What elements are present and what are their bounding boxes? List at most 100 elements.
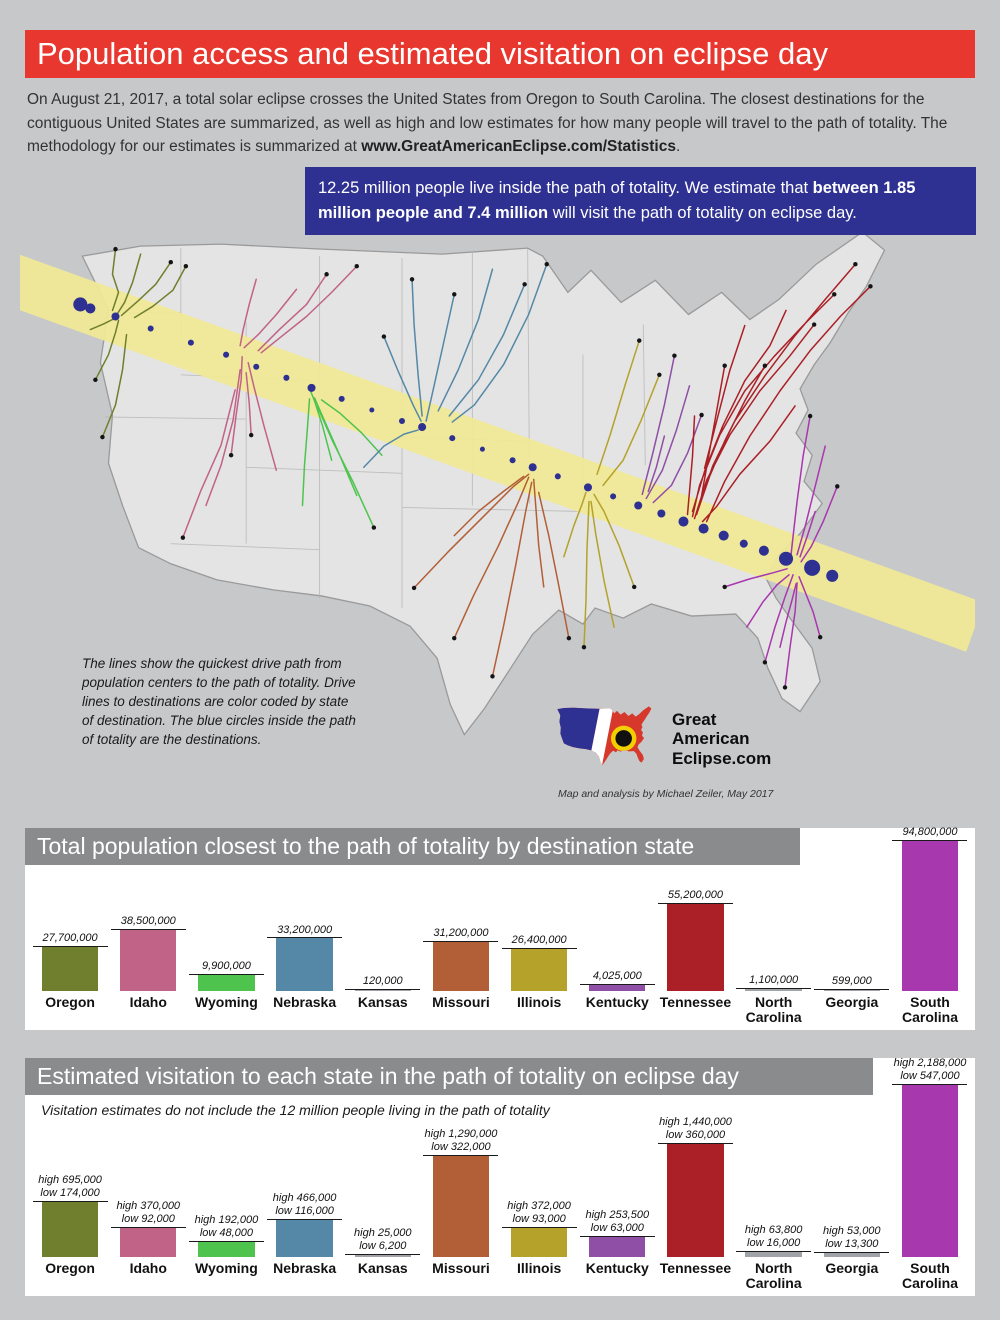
bar-value-label: high 466,000 low 116,000: [272, 1192, 337, 1218]
bar-state-label: Idaho: [129, 1260, 167, 1276]
bar-state-label: Tennessee: [659, 1260, 732, 1276]
bar-column: high 466,000 low 116,000 Nebraska: [266, 1192, 344, 1292]
bar: [432, 1155, 490, 1257]
bar: [354, 990, 411, 991]
bar-column: high 370,000 low 92,000 Idaho: [109, 1200, 187, 1292]
map-credit: Map and analysis by Michael Zeiler, May …: [558, 788, 774, 800]
bar-state-label: South Carolina: [901, 1260, 958, 1291]
map-section: The lines show the quickest drive path f…: [0, 203, 984, 818]
drive-lines-nebraska: [363, 263, 548, 469]
intro-period: .: [675, 138, 681, 156]
bar-state-label: North Carolina: [745, 1260, 802, 1291]
bar: [589, 984, 646, 991]
bar: [510, 949, 568, 991]
bar-top-rule: [345, 989, 421, 991]
bar-top-rule: [345, 1254, 421, 1256]
bar-column: high 1,290,000 low 322,000 Missouri: [422, 1128, 500, 1292]
us-drive-map: [0, 231, 984, 736]
drive-lines-tennessee: [686, 263, 872, 523]
bar-value-label: high 53,000 low 13,300: [823, 1224, 881, 1250]
bar: [667, 903, 724, 991]
bar-column: high 253,500 low 63,000 Kentucky: [578, 1209, 656, 1292]
bar-value-label: high 1,440,000 low 360,000: [659, 1115, 732, 1141]
bar-state-label: South Carolina: [901, 994, 958, 1025]
bar: [901, 1085, 959, 1257]
bar-state-label: Wyoming: [195, 1260, 258, 1276]
bar-column: high 695,000 low 174,000 Oregon: [31, 1174, 109, 1292]
bar-state-label: Oregon: [45, 994, 95, 1010]
bar-column: high 53,000 low 13,300 Georgia: [813, 1225, 891, 1292]
drive-lines-oregon: [89, 248, 187, 438]
bar-top-rule: [110, 929, 186, 931]
bar-state-label: Missouri: [432, 1260, 490, 1276]
bar-column: 55,200,000 Tennessee: [656, 889, 734, 1026]
drive-lines-missouri: [413, 473, 570, 678]
bar-top-rule: [267, 1219, 343, 1221]
bar-top-rule: [423, 940, 499, 942]
bar-state-label: Georgia: [825, 1260, 879, 1276]
bar-value-label: 27,700,000: [42, 932, 98, 945]
bar-column: 31,200,000 Missouri: [422, 927, 500, 1026]
bar: [667, 1143, 724, 1257]
logo-line-3: Eclipse.com: [672, 748, 772, 768]
page-title: Population access and estimated visitati…: [37, 36, 828, 71]
callout-text-2: will visit the path of totality on eclip…: [548, 203, 857, 222]
bar-value-label: high 253,500 low 63,000: [585, 1209, 650, 1235]
bar-value-label: high 192,000 low 48,000: [194, 1213, 259, 1239]
bar-column: high 63,800 low 16,000 North Carolina: [735, 1224, 813, 1292]
bar-top-rule: [110, 1226, 186, 1228]
bar: [745, 1252, 802, 1257]
bar-state-label: North Carolina: [745, 994, 802, 1025]
bar-top-rule: [892, 840, 968, 841]
population-chart-title: Total population closest to the path of …: [37, 833, 695, 859]
bar-top-rule: [579, 983, 655, 985]
statistics-url: www.GreatAmericanEclipse.com/Statistics: [361, 138, 676, 156]
bars: 27,700,000 Oregon 38,500,000 Idaho 9,900,000…: [31, 826, 969, 1027]
bar-value-label: 38,500,000: [120, 915, 176, 928]
bar-top-rule: [736, 1251, 812, 1252]
bar-top-rule: [501, 1226, 577, 1228]
bar-column: 120,000 Kansas: [344, 975, 422, 1026]
bar-state-label: Oregon: [45, 1260, 95, 1276]
totality-estimate-callout: 12.25 million people live inside the pat…: [305, 167, 976, 235]
bar-state-label: Wyoming: [195, 994, 258, 1010]
visitation-chart-title: Estimated visitation to each state in th…: [37, 1063, 739, 1089]
bar-state-label: Nebraska: [273, 1260, 337, 1276]
great-american-eclipse-logo: Great American Eclipse.com: [550, 703, 771, 775]
bar-column: high 2,188,000 low 547,000 South Carolina: [891, 1057, 969, 1292]
bar-state-label: Georgia: [825, 994, 879, 1010]
bar-value-label: 9,900,000: [201, 960, 251, 973]
bar-state-label: Tennessee: [659, 994, 732, 1010]
bar: [198, 975, 255, 991]
drive-lines-south-carolina: [723, 415, 839, 689]
bar-top-rule: [188, 1240, 264, 1242]
bar: [41, 1202, 99, 1257]
bar-state-label: Nebraska: [273, 994, 337, 1010]
bar-top-rule: [579, 1236, 655, 1238]
logo-wordmark: Great American Eclipse.com: [672, 710, 771, 767]
bar-value-label: 55,200,000: [667, 888, 723, 901]
map-annotation: The lines show the quickest drive path f…: [82, 656, 356, 747]
bar: [198, 1241, 255, 1257]
bar-value-label: 26,400,000: [511, 934, 567, 947]
drive-lines-idaho: [182, 265, 358, 539]
bar-column: 33,200,000 Nebraska: [266, 924, 344, 1027]
population-chart-panel: 27,700,000 Oregon 38,500,000 Idaho 9,900,000…: [25, 826, 975, 1030]
intro-text: On August 21, 2017, a total solar eclips…: [27, 91, 948, 156]
bar-value-label: high 1,290,000 low 322,000: [424, 1127, 498, 1153]
callout-text-1: 12.25 million people live inside the pat…: [318, 179, 813, 197]
bar-state-label: Illinois: [516, 1260, 562, 1276]
bar-column: 1,100,000 North Carolina: [735, 974, 813, 1026]
bar-value-label: 31,200,000: [433, 926, 489, 939]
logo-line-1: Great: [672, 710, 717, 730]
logo-line-2: American: [672, 729, 750, 749]
bar-value-label: 33,200,000: [277, 923, 333, 936]
bar-column: 4,025,000 Kentucky: [578, 970, 656, 1026]
visitation-chart-subtitle: Visitation estimates do not include the …: [41, 1102, 550, 1118]
bar-state-label: Kansas: [357, 994, 408, 1010]
callout-bold-estimate: between 1.85 million people and 7.4 mill…: [318, 179, 916, 222]
bar: [120, 1227, 177, 1257]
destination-circles: [73, 297, 839, 582]
bar-column: 599,000 Georgia: [813, 975, 891, 1026]
visitation-chart-panel: high 695,000 low 174,000 Oregon high 370,00…: [25, 1057, 975, 1296]
